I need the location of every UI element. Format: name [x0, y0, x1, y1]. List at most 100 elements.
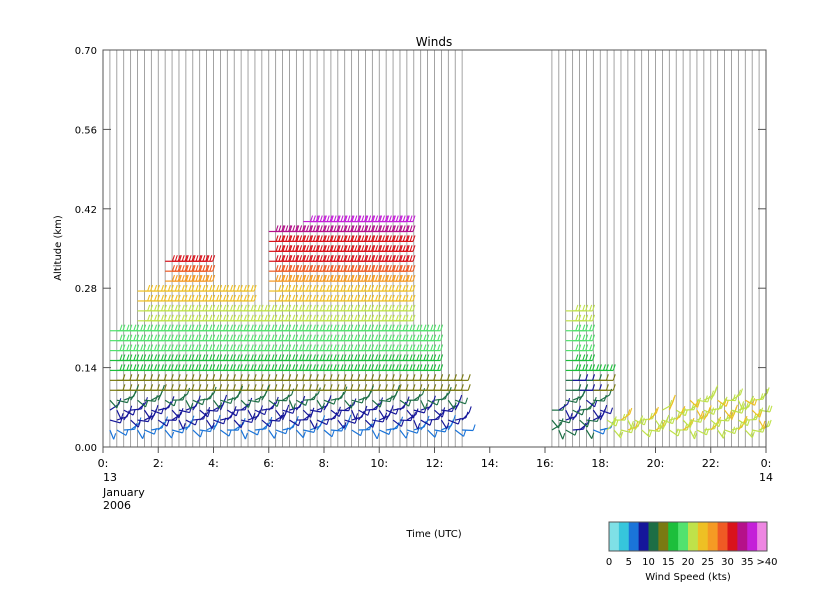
wind-barb [682, 417, 695, 431]
barb-shaft [116, 429, 127, 436]
wind-barb [441, 387, 452, 401]
barb-feather [381, 324, 386, 331]
barb-shaft [441, 409, 453, 413]
barb-feather [371, 334, 375, 341]
barb-feather [395, 225, 399, 232]
barb-feather [271, 304, 275, 312]
wind-barb [109, 324, 126, 332]
barb-feather [160, 314, 165, 321]
barb-shaft [137, 402, 146, 411]
barb-feather [759, 411, 763, 418]
barb-feather [205, 334, 209, 341]
wind-barb [558, 429, 566, 440]
barb-feather [260, 354, 264, 361]
barb-feather [422, 388, 426, 395]
barb-feather [253, 364, 257, 371]
barb-feather [629, 407, 633, 415]
barb-feather [126, 364, 130, 371]
barb-feather [358, 225, 362, 232]
barb-feather [163, 344, 167, 351]
barb-shaft [613, 429, 622, 439]
wind-barb [744, 429, 755, 438]
wind-barb [579, 324, 596, 332]
barb-feather [343, 314, 347, 321]
wind-barb [731, 388, 744, 401]
barb-feather [299, 255, 303, 262]
barb-feather [751, 431, 755, 438]
barb-feather [375, 225, 379, 232]
wind-barb [199, 274, 216, 282]
barb-feather [232, 344, 236, 351]
wind-barb [399, 215, 416, 223]
barb-feather [722, 398, 726, 405]
barb-shaft [309, 393, 319, 401]
barb-feather [395, 344, 399, 351]
barb-feather [585, 344, 589, 351]
barb-feather [209, 265, 213, 272]
barb-feather [343, 324, 347, 331]
barb-feather [388, 354, 392, 361]
barb-feather [236, 344, 240, 351]
barb-feather [239, 354, 243, 361]
barb-feather [405, 354, 409, 361]
barb-feather [264, 324, 268, 331]
barb-feather [612, 384, 616, 391]
barb-feather [191, 344, 195, 351]
barb-feather [365, 265, 369, 272]
barb-feather [578, 384, 582, 391]
barb-feather [295, 274, 299, 282]
barb-feather [184, 324, 188, 331]
barb-feather [252, 412, 256, 420]
barb-feather [217, 404, 221, 412]
barb-feather [230, 334, 234, 341]
barb-feather [243, 314, 247, 321]
barb-feather [372, 215, 376, 222]
barb-feather [219, 334, 223, 341]
barb-shaft [662, 419, 673, 425]
barb-feather [156, 294, 160, 302]
barb-feather [288, 294, 292, 302]
barb-feather [246, 294, 250, 302]
barb-feather [357, 284, 361, 292]
barb-feather [658, 425, 663, 432]
barb-feather [174, 265, 178, 272]
barb-feather [364, 374, 368, 381]
barb-feather [150, 364, 154, 371]
barb-shaft [551, 419, 559, 429]
barb-feather [744, 415, 748, 423]
barb-feather [333, 314, 337, 321]
barb-feather [358, 255, 362, 262]
barb-feather [589, 364, 593, 371]
barb-feather [384, 225, 388, 232]
barb-feather [354, 265, 358, 272]
barb-feather [336, 324, 340, 331]
barb-feather [340, 245, 344, 252]
barb-feather [402, 274, 406, 282]
barb-feather [347, 255, 351, 262]
barb-feather [391, 235, 395, 242]
barb-feather [371, 344, 375, 351]
barb-feather [319, 274, 323, 282]
wind-barb [157, 419, 170, 427]
barb-shaft [275, 409, 283, 419]
barb-feather [391, 215, 395, 222]
barb-feather [417, 423, 421, 430]
barb-feather [402, 265, 406, 272]
barb-feather [577, 405, 581, 412]
barb-feather [278, 255, 282, 262]
barb-feather [329, 334, 333, 341]
x-tick-label: 2: [153, 457, 164, 470]
barb-feather [285, 284, 289, 292]
barb-feather [398, 324, 402, 331]
barb-feather [446, 422, 450, 429]
barb-feather [289, 245, 293, 252]
wind-barb [268, 235, 285, 243]
barb-feather [412, 255, 416, 262]
barb-feather [405, 245, 409, 252]
barb-feather [267, 334, 271, 341]
barb-feather [364, 294, 368, 302]
barb-feather [184, 364, 188, 371]
barb-feather [202, 314, 206, 321]
barb-feather [406, 274, 410, 282]
barb-feather [343, 215, 347, 222]
